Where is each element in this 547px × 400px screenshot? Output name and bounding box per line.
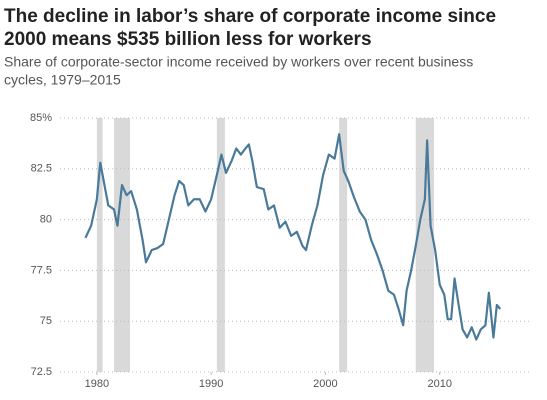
y-tick-label: 77.5 (31, 264, 52, 276)
y-tick-label: 82.5 (31, 163, 52, 175)
chart-title: The decline in labor’s share of corporat… (4, 6, 496, 27)
x-tick-label: 2000 (313, 378, 337, 390)
recession-band (216, 118, 225, 372)
data-line (84, 133, 502, 341)
y-tick-label: 72.5 (31, 366, 52, 378)
y-tick-label: 85% (30, 112, 52, 124)
chart-subtitle: cycles, 1979–2015 (4, 72, 121, 88)
chart-subtitle: Share of corporate-sector income receive… (4, 54, 473, 70)
recession-band (415, 118, 434, 372)
recession-band (96, 118, 103, 372)
recession-band (339, 118, 348, 372)
x-tick-label: 2010 (427, 378, 451, 390)
x-tick-label: 1990 (199, 378, 223, 390)
x-tick-label: 1980 (85, 378, 109, 390)
recession-band (114, 118, 130, 372)
y-tick-label: 80 (40, 214, 52, 226)
y-tick-label: 75 (40, 315, 52, 327)
chart-title: 2000 means $535 billion less for workers (4, 29, 372, 50)
